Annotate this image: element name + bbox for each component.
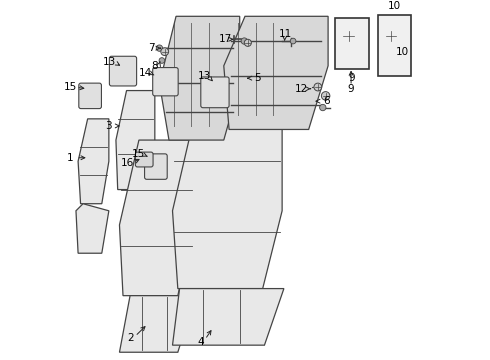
Text: 13: 13 [103,57,117,67]
Circle shape [341,29,356,44]
Text: 7: 7 [148,43,155,53]
Text: 2: 2 [127,333,133,343]
Circle shape [156,45,163,51]
Text: 10: 10 [396,47,409,57]
Polygon shape [76,204,109,253]
Text: 3: 3 [105,121,112,131]
Circle shape [159,58,165,63]
Text: 10: 10 [388,1,401,11]
Polygon shape [159,16,240,140]
Polygon shape [172,112,282,289]
Circle shape [321,92,330,100]
Text: 5: 5 [254,73,261,83]
Text: 12: 12 [295,84,308,94]
FancyBboxPatch shape [109,56,137,86]
Polygon shape [172,289,284,345]
Polygon shape [224,16,328,130]
Text: 14: 14 [139,68,152,78]
FancyBboxPatch shape [201,77,229,108]
Text: 11: 11 [279,29,293,39]
Polygon shape [116,91,155,190]
FancyBboxPatch shape [153,68,178,96]
FancyBboxPatch shape [135,152,153,167]
Circle shape [319,104,326,111]
Text: 6: 6 [323,96,330,106]
FancyBboxPatch shape [79,83,101,109]
Circle shape [355,53,364,60]
Bar [378,14,411,76]
Circle shape [398,57,406,65]
Text: 16: 16 [121,158,134,168]
FancyBboxPatch shape [145,154,167,179]
Text: 1: 1 [67,153,74,163]
Text: 9: 9 [348,84,354,94]
Polygon shape [120,296,196,352]
Circle shape [290,38,296,44]
Bar [335,18,369,69]
Polygon shape [78,119,109,204]
Text: 17: 17 [219,34,232,44]
Text: 13: 13 [197,71,211,81]
Text: 15: 15 [63,82,76,92]
Circle shape [161,48,169,55]
Text: 15: 15 [132,149,145,159]
Circle shape [314,83,322,91]
Polygon shape [120,140,194,296]
Circle shape [241,38,247,44]
Circle shape [245,39,251,46]
Text: 9: 9 [349,73,355,83]
Circle shape [384,29,398,44]
Text: 8: 8 [151,61,157,71]
Text: 4: 4 [197,337,204,347]
